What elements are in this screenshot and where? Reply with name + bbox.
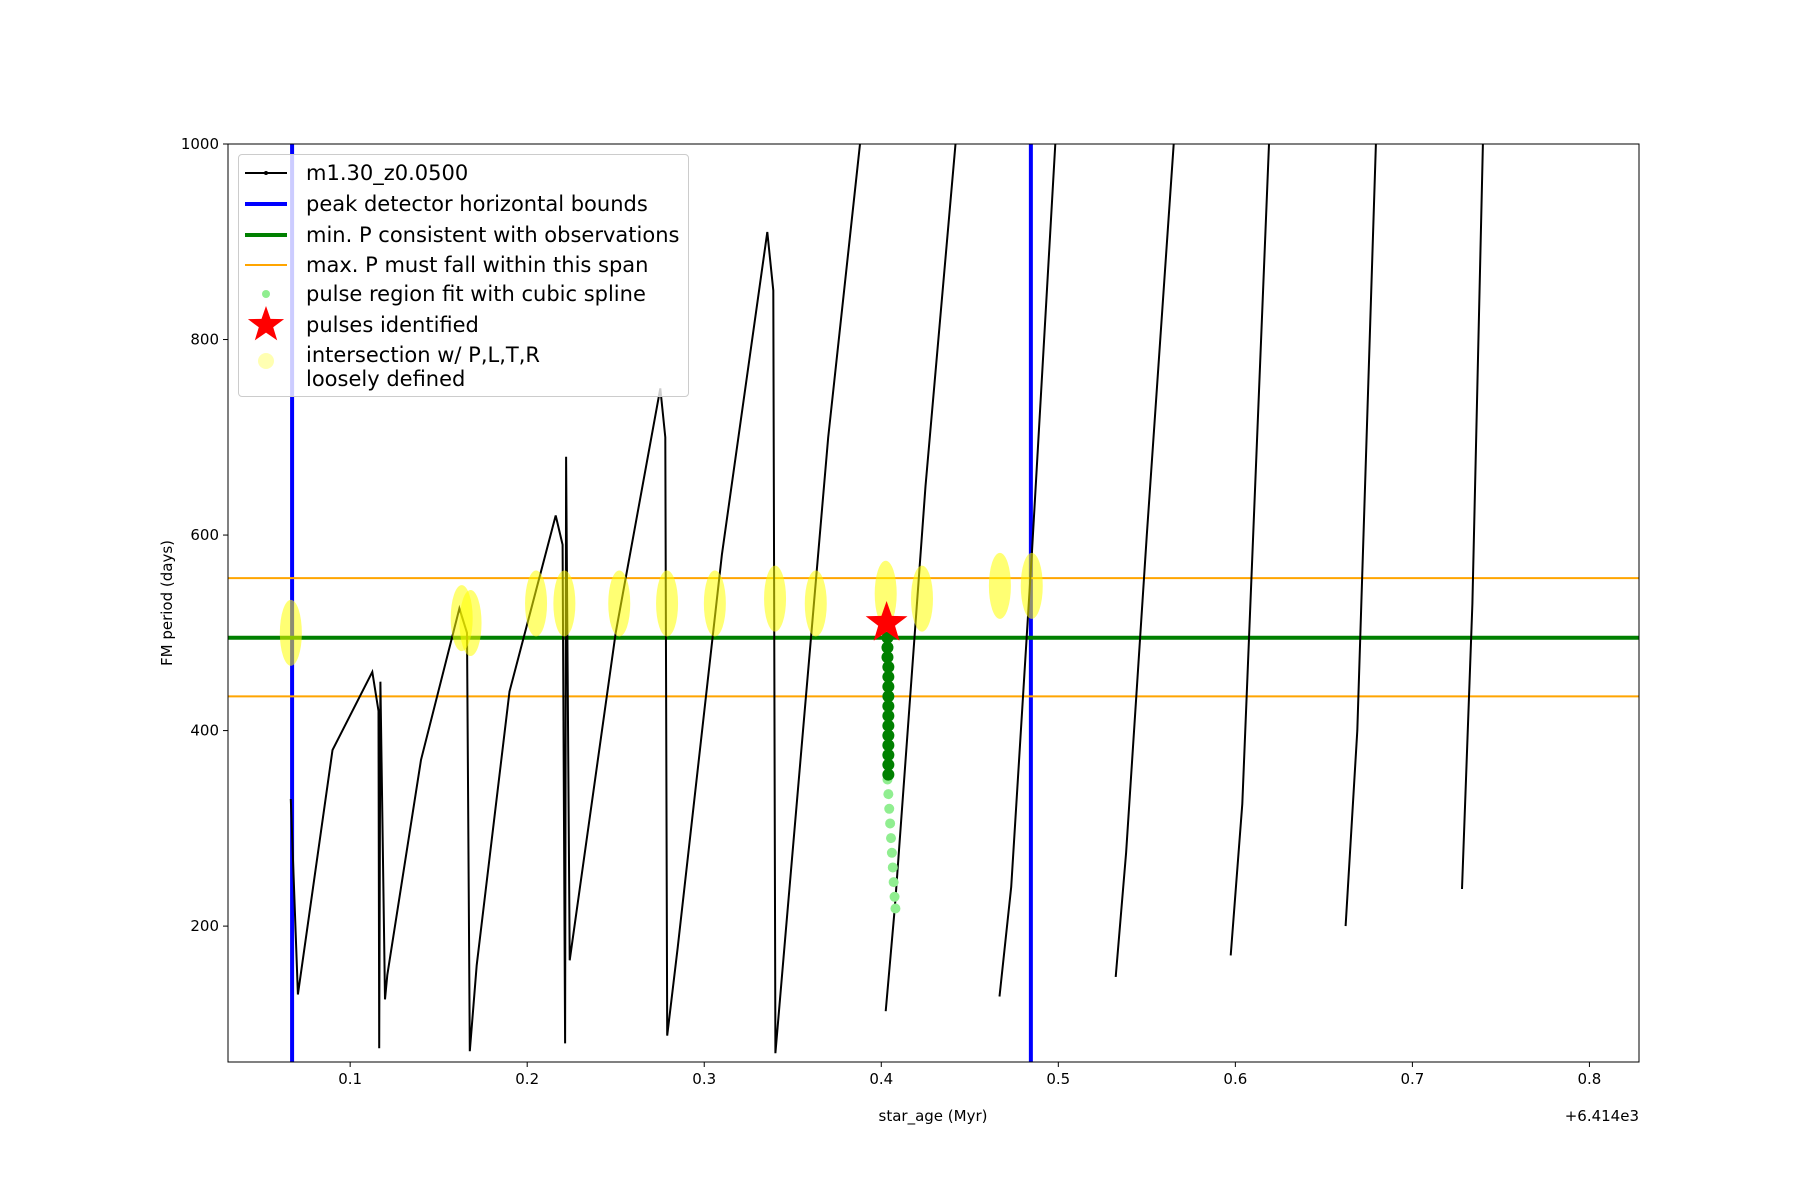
legend-handle [245, 202, 287, 206]
scatter-point [882, 680, 895, 693]
legend-handle [245, 233, 287, 237]
intersection-blob [459, 590, 482, 657]
scatter-point [882, 758, 895, 771]
legend-label: max. P must fall within this span [306, 253, 649, 277]
intersection-blob [764, 565, 787, 632]
intersection-blob [1020, 552, 1043, 619]
legend-label: m1.30_z0.0500 [306, 161, 469, 185]
scatter-point [885, 818, 896, 829]
y-tick-label: 1000 [181, 135, 219, 153]
axes-frame [227, 143, 1640, 1063]
scatter-point [889, 891, 900, 902]
scatter-point [882, 670, 895, 683]
scatter-point [882, 690, 895, 703]
scatter-point [881, 641, 894, 654]
intersection-blob [608, 570, 631, 637]
intersection-blob [910, 565, 933, 632]
x-offset-label: +6.414e3 [1565, 1107, 1639, 1125]
intersection-blob [525, 570, 548, 637]
scatter-point [882, 768, 895, 781]
intersection-blob [553, 570, 576, 637]
legend-swatch [264, 171, 268, 175]
x-tick-label: 0.4 [869, 1070, 893, 1088]
intersection-blob [279, 599, 302, 666]
scatter-point [882, 719, 895, 732]
scatter-point [886, 833, 897, 844]
intersection-blob [656, 570, 679, 637]
y-tick-label: 800 [190, 331, 219, 349]
legend-label: min. P consistent with observations [306, 223, 680, 247]
scatter-point [882, 700, 895, 713]
x-axis-label: star_age (Myr) [879, 1107, 988, 1126]
legend-label: peak detector horizontal bounds [306, 192, 648, 216]
legend-handle [258, 353, 274, 369]
legend-handle [262, 290, 270, 298]
scatter-point [883, 789, 894, 800]
x-tick-label: 0.2 [515, 1070, 539, 1088]
legend-label: pulse region fit with cubic spline [306, 282, 646, 306]
legend-handle [245, 264, 287, 266]
scatter-point [882, 729, 895, 742]
y-tick-label: 600 [190, 526, 219, 544]
x-tick-label: 0.6 [1223, 1070, 1247, 1088]
legend-handle [247, 306, 285, 341]
y-axis-label: FM period (days) [158, 540, 176, 666]
y-tick-label: 400 [190, 722, 219, 740]
legend-label: intersection w/ P,L,T,R loosely defined [306, 343, 540, 391]
plot-area [228, 144, 1639, 1062]
x-tick-label: 0.3 [692, 1070, 716, 1088]
scatter-point [887, 862, 898, 873]
scatter-point [881, 651, 894, 664]
series-line [289, 144, 1484, 1054]
scatter-point [882, 749, 895, 762]
x-tick-label: 0.8 [1577, 1070, 1601, 1088]
x-tick-label: 0.1 [338, 1070, 362, 1088]
legend-swatch [247, 306, 285, 341]
scatter-point [882, 709, 895, 722]
legend-label: pulses identified [306, 313, 479, 337]
legend-swatch [258, 353, 274, 369]
legend-swatch [262, 290, 270, 298]
scatter-point [881, 631, 894, 644]
intersection-blob [804, 570, 827, 637]
intersection-blob [874, 560, 897, 627]
y-tick-label: 200 [190, 917, 219, 935]
intersection-blob [988, 552, 1011, 619]
scatter-point [890, 903, 901, 914]
scatter-point [886, 847, 897, 858]
x-tick-label: 0.7 [1400, 1070, 1424, 1088]
scatter-point [888, 877, 899, 888]
pulse-star [865, 601, 908, 641]
x-tick-label: 0.5 [1046, 1070, 1070, 1088]
intersection-blob [703, 570, 726, 637]
scatter-point [882, 739, 895, 752]
scatter-point [882, 661, 895, 674]
scatter-point [884, 803, 895, 814]
legend-handle [245, 171, 287, 175]
